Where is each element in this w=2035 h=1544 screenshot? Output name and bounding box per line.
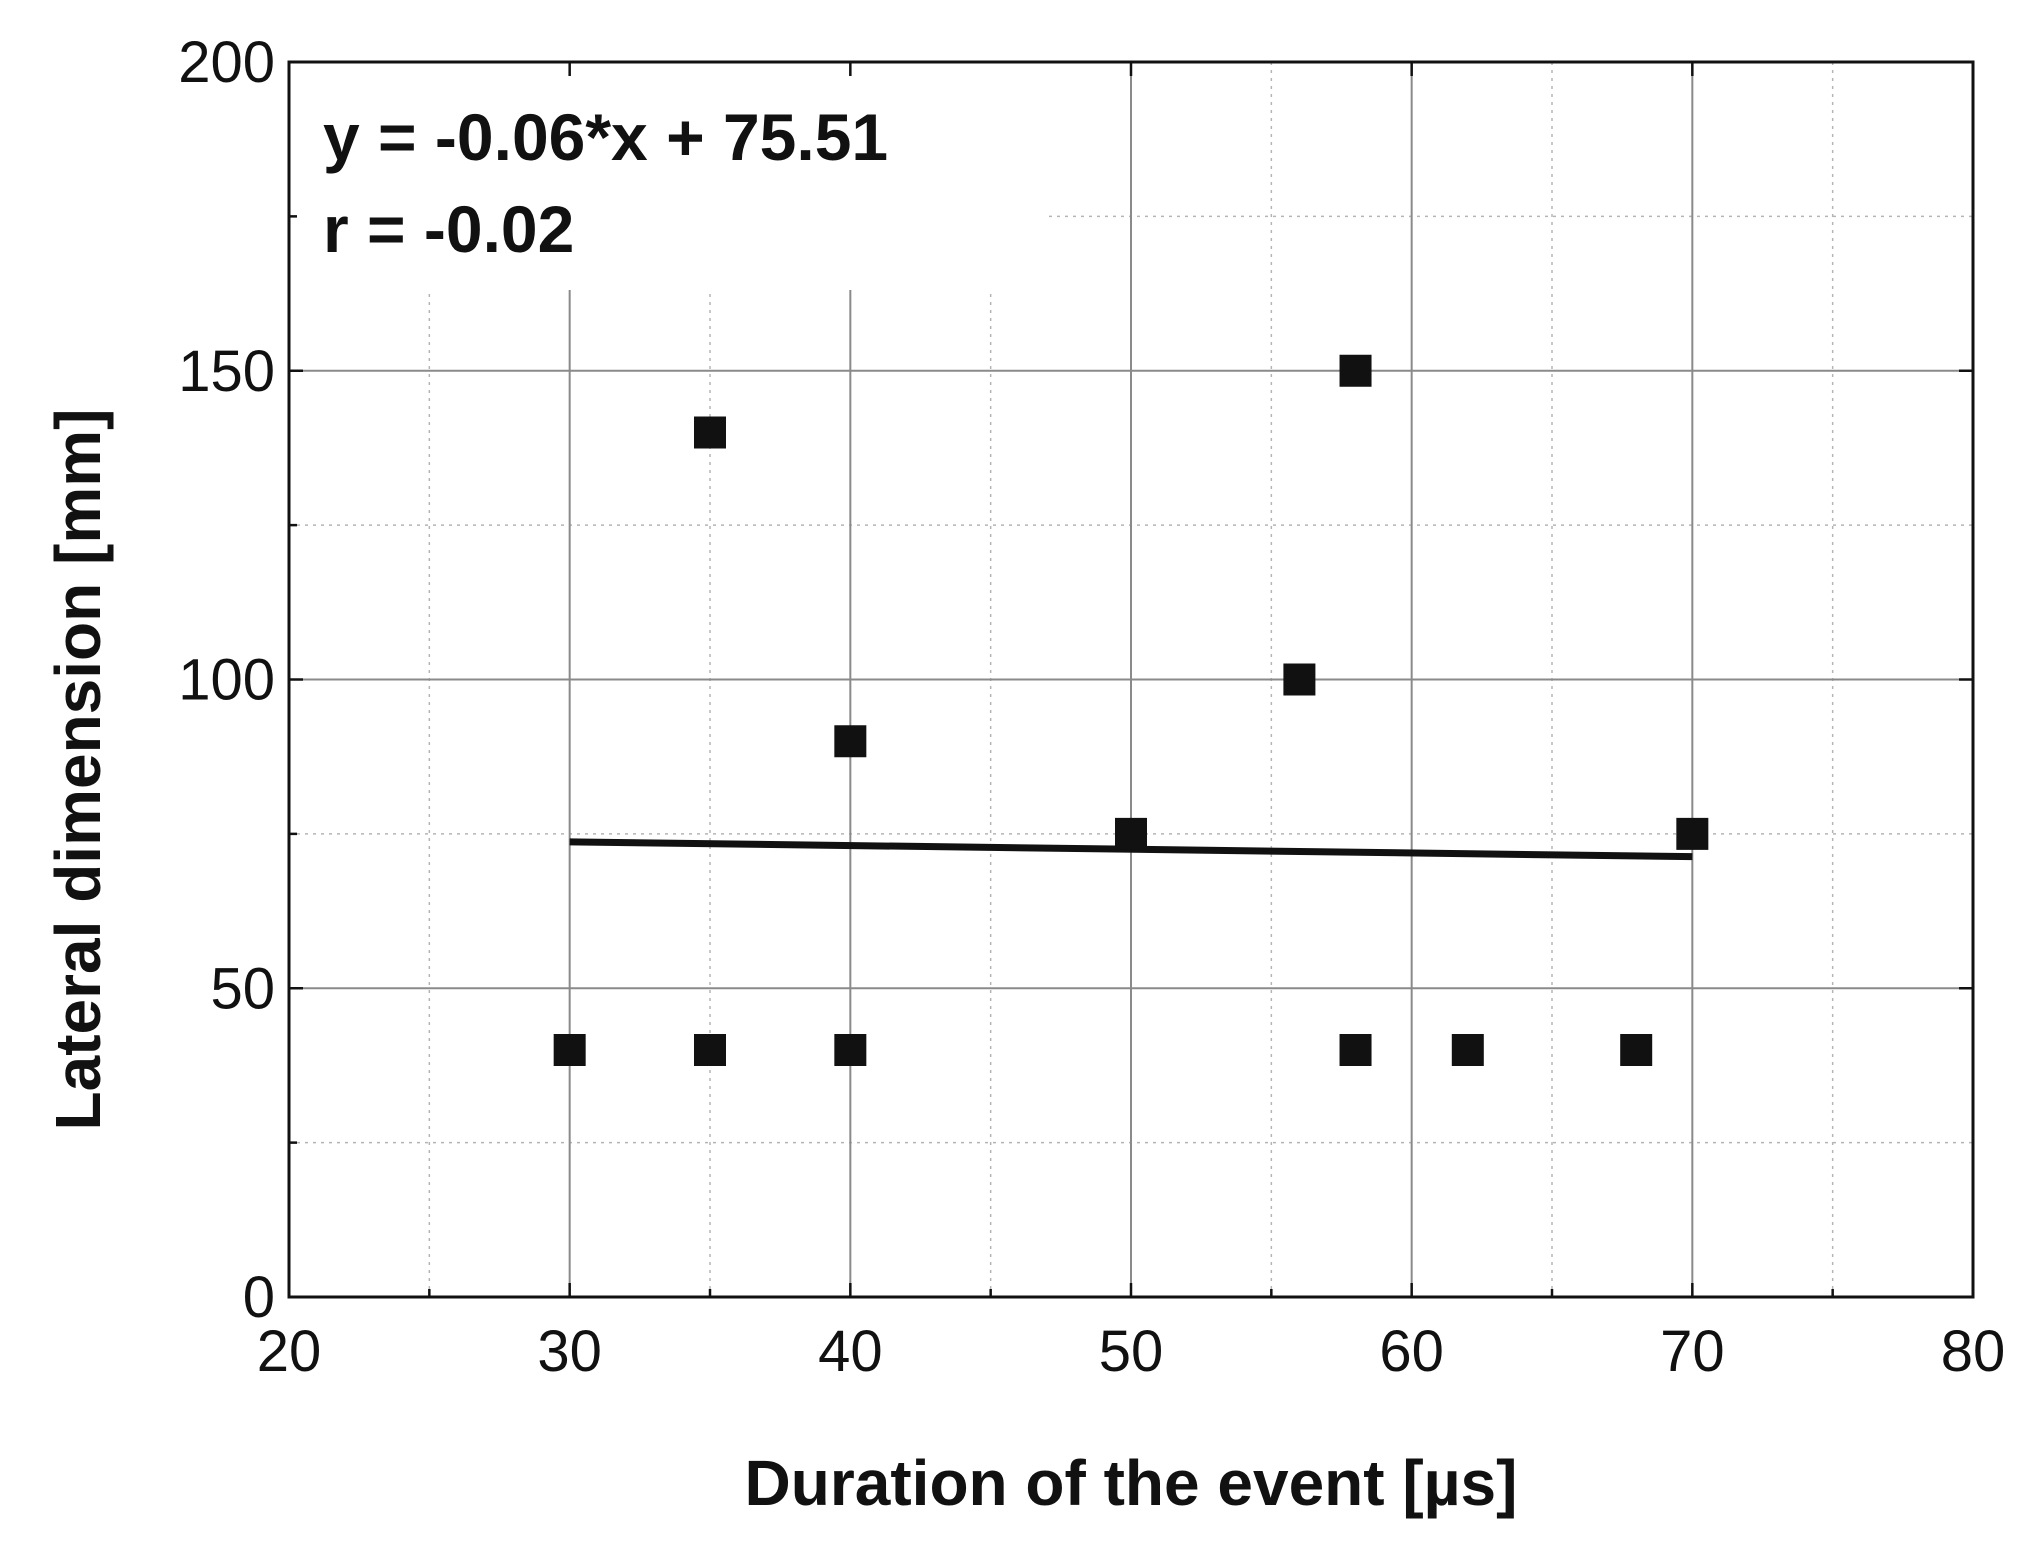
correlation-coefficient: r = -0.02 <box>323 192 574 266</box>
x-tick-label: 60 <box>1379 1319 1444 1384</box>
y-tick-label: 100 <box>178 648 275 713</box>
data-point <box>1283 663 1316 696</box>
data-point <box>1339 1034 1372 1066</box>
data-point <box>694 1034 726 1066</box>
regression-equation: y = -0.06*x + 75.51 <box>323 100 888 174</box>
x-tick-label: 20 <box>257 1319 322 1384</box>
y-tick-label: 0 <box>243 1265 275 1330</box>
data-point <box>1676 817 1709 850</box>
y-tick-label: 200 <box>178 30 275 95</box>
x-tick-label: 80 <box>1941 1319 2006 1384</box>
annotation-background <box>291 58 1046 290</box>
data-point <box>553 1034 586 1066</box>
axes <box>287 60 1975 1299</box>
data-point <box>834 725 867 758</box>
data-point <box>1115 817 1147 850</box>
data-point <box>694 416 726 449</box>
x-tick-label: 70 <box>1660 1319 1725 1384</box>
tick-labels: 20 30 40 50 60 70 80 0 50 100 150 200 <box>178 30 2005 1384</box>
data-point <box>1339 354 1372 387</box>
x-tick-label: 50 <box>1099 1319 1164 1384</box>
y-axis-title: Lateral dimension [mm] <box>42 409 114 1131</box>
x-axis-title: Duration of the event [µs] <box>745 1447 1518 1519</box>
y-tick-label: 50 <box>210 956 275 1021</box>
data-point <box>1451 1034 1484 1066</box>
data-point <box>834 1034 867 1066</box>
x-tick-label: 30 <box>537 1319 602 1384</box>
x-tick-label: 40 <box>818 1319 883 1384</box>
y-tick-label: 150 <box>178 339 275 404</box>
data-points <box>553 354 1709 1066</box>
data-point <box>1620 1034 1653 1066</box>
grid <box>289 62 1973 1297</box>
